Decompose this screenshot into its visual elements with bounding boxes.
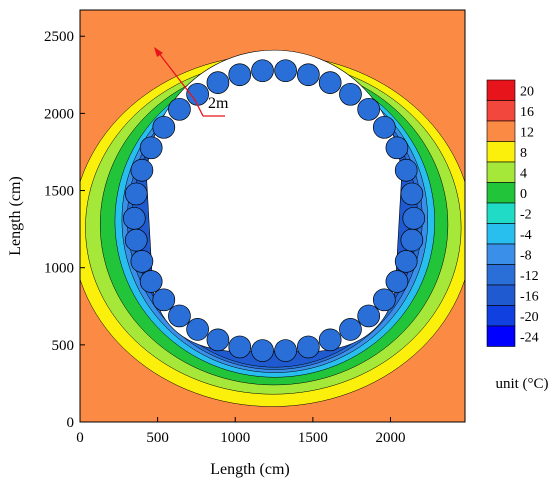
pipe-circle <box>339 82 362 106</box>
colorbar-swatch <box>486 100 516 122</box>
x-axis: 0 500 1000 1500 2000 <box>76 417 405 446</box>
colorbar-tick-label: 16 <box>520 105 534 120</box>
pipe-circle <box>152 115 176 139</box>
x-tick-label: 2000 <box>375 430 405 446</box>
y-tick-label: 2000 <box>44 106 74 122</box>
pipe-circle <box>372 115 396 139</box>
pipe-circle <box>206 71 230 95</box>
pipe-circle <box>168 97 191 121</box>
x-tick-label: 1500 <box>298 430 328 446</box>
pipe-circle <box>274 339 297 362</box>
pipe-circle <box>274 59 297 83</box>
x-tick-label: 1000 <box>220 430 250 446</box>
colorbar-tick-label: 0 <box>520 187 527 202</box>
pipe-circle <box>130 250 154 273</box>
y-tick-label: 500 <box>52 338 75 354</box>
colorbar-tick-label: 20 <box>520 84 534 99</box>
colorbar-swatch <box>486 141 516 163</box>
colorbar-tick-label: -2 <box>520 207 532 222</box>
colorbar-swatch <box>486 284 516 306</box>
x-tick-label: 0 <box>76 430 84 446</box>
pipe-circle <box>251 59 274 83</box>
colorbar-swatch <box>486 202 516 224</box>
pipe-circle <box>318 71 342 95</box>
colorbar-swatch <box>486 325 516 347</box>
colorbar-tick-label: -16 <box>520 289 539 304</box>
colorbar: 20 16 12 8 4 0 -2 -4 -8 -12 -16 -20 -24 <box>486 79 539 347</box>
pipe-circle <box>394 158 418 182</box>
colorbar-tick-label: -8 <box>520 248 532 263</box>
y-tick-label: 1000 <box>44 261 74 277</box>
colorbar-tick-label: -4 <box>520 228 532 243</box>
tunnel-opening <box>146 49 402 352</box>
pipe-circle <box>297 335 320 359</box>
pipe-circle <box>139 270 163 293</box>
colorbar-tick-label: -20 <box>520 310 539 325</box>
pipe-ring <box>122 59 426 362</box>
colorbar-tick-label: 4 <box>520 166 527 181</box>
y-tick-label: 2500 <box>44 29 74 45</box>
pipe-circle <box>400 228 424 252</box>
pipe-circle <box>130 158 154 182</box>
colorbar-swatch <box>486 223 516 245</box>
pipe-circle <box>186 318 209 341</box>
pipe-circle <box>357 97 381 121</box>
colorbar-swatch <box>486 305 516 327</box>
y-axis: 0 500 1000 1500 2000 2500 <box>44 29 85 431</box>
pipe-circle <box>357 304 381 328</box>
annotation-arrow-line <box>157 51 196 101</box>
pipe-circle <box>251 339 274 362</box>
colorbar-tick-label: 8 <box>520 146 527 161</box>
pipe-circle <box>228 335 252 359</box>
pipe-circle <box>124 228 148 252</box>
pipe-circle <box>402 206 426 230</box>
pipe-circle <box>122 206 146 230</box>
pipe-circle <box>168 304 191 328</box>
pipe-circle <box>318 328 342 352</box>
colorbar-tick-label: 12 <box>520 125 534 140</box>
pipe-circle <box>372 288 396 312</box>
y-tick-label: 1500 <box>44 184 74 200</box>
pipe-circle <box>124 182 148 206</box>
x-tick-label: 500 <box>146 430 169 446</box>
pipe-circle <box>297 63 320 87</box>
pipe-circle <box>394 250 418 273</box>
colorbar-swatch <box>486 79 516 101</box>
annotation-label: 2m <box>208 95 229 112</box>
pipe-circle <box>139 136 163 160</box>
colorbar-swatch <box>486 161 516 183</box>
pipe-circle <box>400 182 424 206</box>
annotation-leader-line <box>194 99 204 117</box>
colorbar-swatch <box>486 243 516 265</box>
pipe-circle <box>228 63 252 87</box>
spacing-annotation: 2m <box>154 47 229 117</box>
y-axis-label: Length (cm) <box>7 176 24 256</box>
x-axis-label: Length (cm) <box>210 461 290 478</box>
colorbar-swatch <box>486 182 516 204</box>
pipe-circle <box>385 270 409 293</box>
pipe-circle <box>206 328 230 352</box>
colorbar-tick-label: -24 <box>520 330 539 345</box>
colorbar-swatch <box>486 120 516 142</box>
plot-area <box>80 10 465 422</box>
colorbar-tick-label: -12 <box>520 269 539 284</box>
pipe-circle <box>339 318 362 341</box>
colorbar-swatch <box>486 264 516 286</box>
colorbar-unit-label: unit (°C) <box>495 376 548 392</box>
pipe-circle <box>385 136 409 160</box>
annotation-arrowhead <box>154 47 163 57</box>
pipe-circle <box>152 288 176 312</box>
y-tick-label: 0 <box>67 415 75 431</box>
plot-frame <box>79 9 466 423</box>
